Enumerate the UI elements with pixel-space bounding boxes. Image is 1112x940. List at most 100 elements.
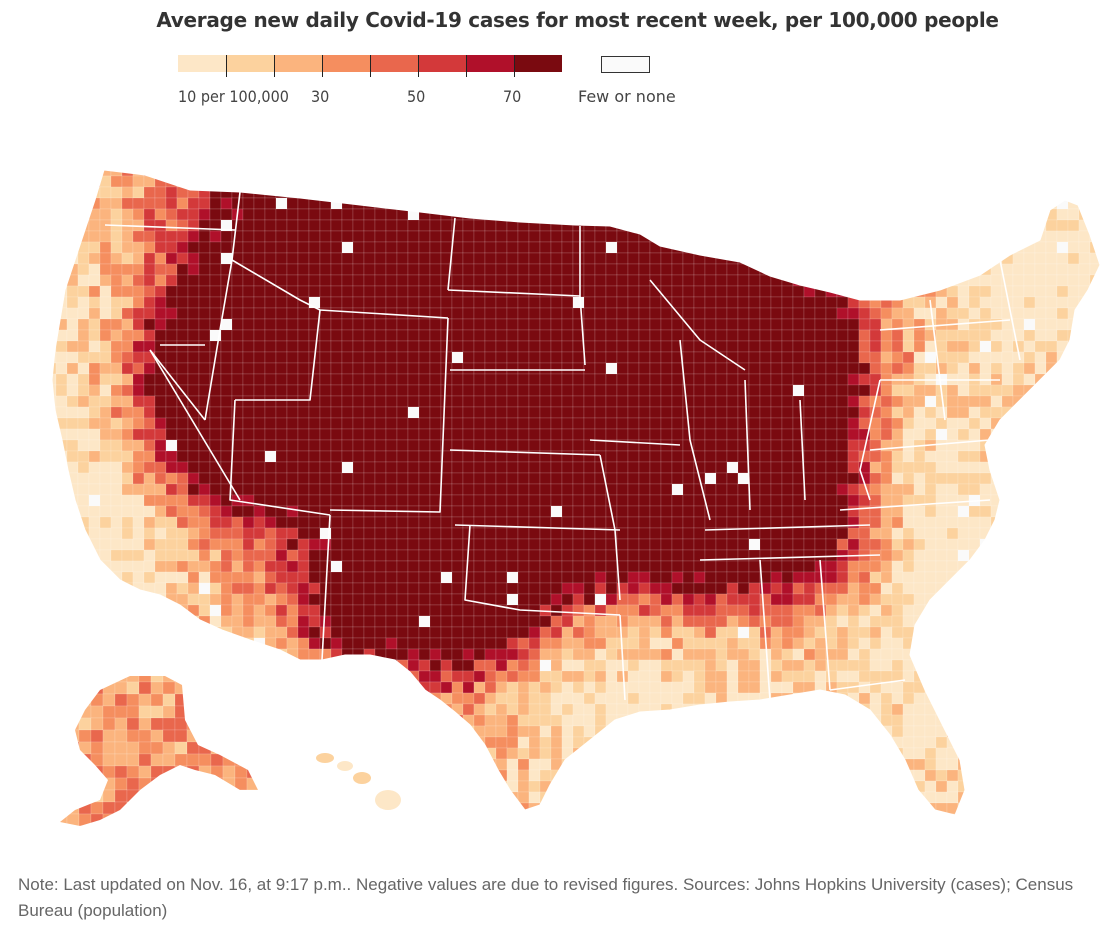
county-cell [814,593,827,606]
county-cell [407,494,420,507]
county-cell [682,659,695,672]
county-cell [792,582,805,595]
county-cell [814,340,827,353]
county-cell [528,461,541,474]
county-cell [297,483,310,496]
county-cell [374,560,387,573]
county-cell [649,494,662,507]
county-cell [693,582,706,595]
county-cell [671,406,684,419]
county-cell [957,384,970,397]
county-cell [319,351,332,364]
county-cell [605,373,618,386]
county-cell [693,318,706,331]
county-cell [770,549,783,562]
county-cell [605,296,618,309]
county-cell [836,604,849,617]
county-cell [858,626,871,639]
county-cell [308,538,321,551]
county-cell [715,417,728,430]
county-cell [891,604,904,617]
county-cell [605,450,618,463]
county-cell [132,538,145,551]
county-cell [627,681,640,694]
county-cell [594,296,607,309]
county-cell [814,626,827,639]
county-cell [759,450,772,463]
county-cell [352,417,365,430]
county-cell [418,494,431,507]
county-cell [407,516,420,529]
county-cell [660,406,673,419]
county-cell [165,450,178,463]
county-cell [649,318,662,331]
county-cell [517,252,530,265]
county-cell [209,549,222,562]
county-cell [396,571,409,584]
county-cell [462,626,475,639]
county-cell [726,582,739,595]
county-cell [264,296,277,309]
county-cell [561,406,574,419]
county-cell [418,604,431,617]
county-cell [770,505,783,518]
county-cell [528,472,541,485]
county-cell [88,494,101,507]
county-cell [671,527,684,540]
county-cell [572,637,585,650]
county-cell [660,395,673,408]
county-cell [847,659,860,672]
county-cell [275,538,288,551]
county-cell [869,483,882,496]
county-cell [825,439,838,452]
county-cell [187,329,200,342]
county-cell [638,582,651,595]
county-cell [286,384,299,397]
county-cell [660,571,673,584]
county-cell [165,582,178,595]
county-cell [638,362,651,375]
county-cell [209,604,222,617]
county-cell [253,296,266,309]
county-cell [902,549,915,562]
county-cell [407,582,420,595]
county-cell [143,483,156,496]
county-cell [638,670,651,683]
county-cell [1045,340,1058,353]
county-cell [550,703,563,716]
county-cell [88,219,101,232]
county-cell [957,450,970,463]
county-cell [858,362,871,375]
county-cell [495,274,508,287]
county-cell [363,549,376,562]
county-cell [198,538,211,551]
county-cell [1056,274,1069,287]
county-cell [297,615,310,628]
county-cell [748,483,761,496]
county-cell [539,483,552,496]
county-cell [605,340,618,353]
county-cell [869,329,882,342]
county-cell [143,450,156,463]
county-cell [242,318,255,331]
county-cell [352,582,365,595]
county-cell [473,549,486,562]
county-cell [297,318,310,331]
county-cell [176,263,189,276]
county-cell [748,538,761,551]
county-cell [429,230,442,243]
county-cell [187,208,200,221]
county-cell [572,274,585,287]
county-cell [968,450,981,463]
county-cell [154,307,167,320]
county-cell [242,527,255,540]
county-cell [77,395,90,408]
county-cell [121,285,134,298]
county-cell [462,703,475,716]
county-cell [836,384,849,397]
county-cell [132,274,145,287]
county-cell [682,494,695,507]
county-cell [517,461,530,474]
county-cell [902,681,915,694]
county-cell [605,659,618,672]
